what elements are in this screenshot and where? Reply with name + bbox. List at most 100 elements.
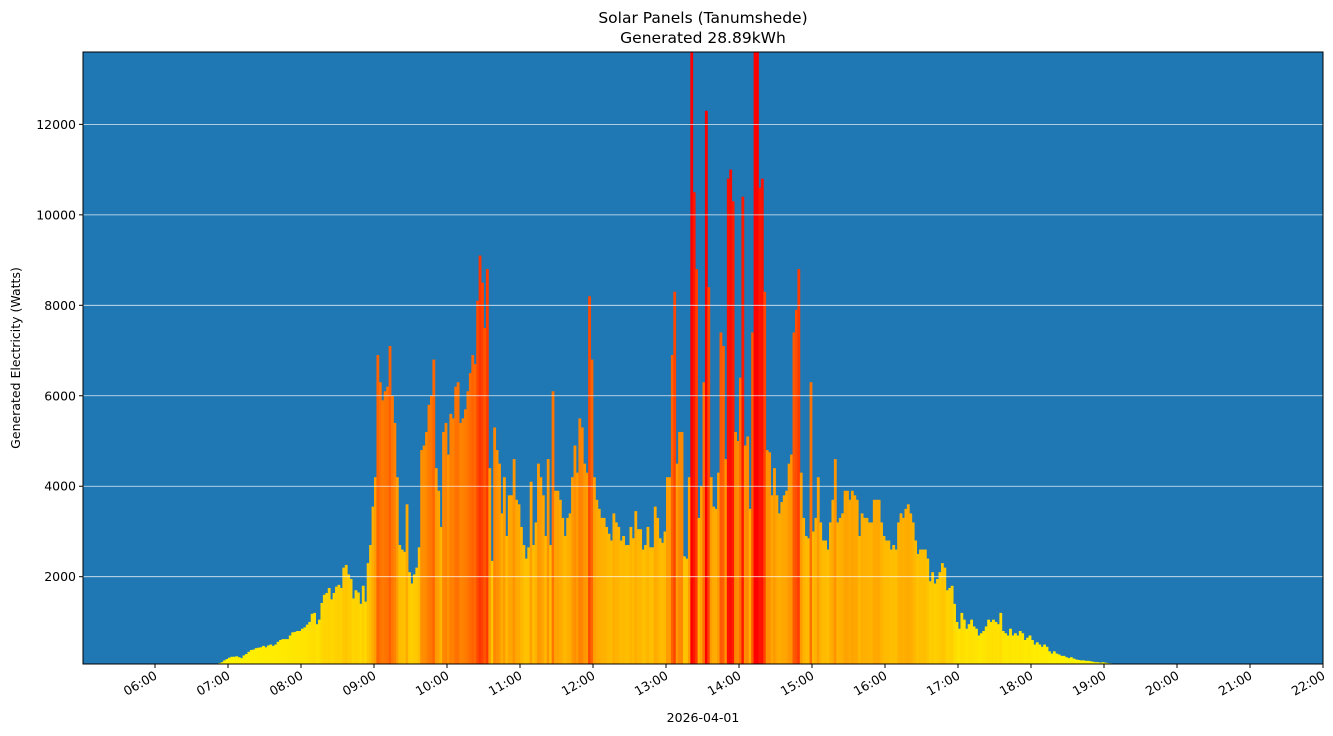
bar	[571, 477, 574, 664]
x-tick-label: 12:00	[559, 668, 598, 699]
bar	[724, 459, 728, 664]
bar	[507, 495, 511, 664]
bar	[848, 499, 852, 664]
x-tick-label: 06:00	[121, 668, 160, 699]
bar	[863, 517, 866, 664]
bar	[585, 472, 589, 664]
bar	[524, 558, 528, 664]
x-tick-label: 20:00	[1143, 668, 1182, 699]
bar	[726, 178, 730, 664]
bar	[707, 287, 711, 664]
bar	[984, 626, 988, 664]
bar	[325, 592, 329, 664]
bar	[717, 472, 720, 664]
bar	[1091, 661, 1095, 664]
bar	[242, 655, 246, 664]
bar	[498, 463, 501, 664]
bar	[529, 481, 533, 664]
bar	[327, 588, 331, 664]
x-tick-label: 13:00	[632, 668, 671, 699]
bar	[697, 517, 701, 664]
bar	[950, 585, 954, 664]
bar	[1079, 660, 1083, 664]
bar	[919, 549, 922, 664]
bar	[1045, 646, 1049, 664]
bar	[425, 431, 428, 664]
bar	[634, 511, 638, 664]
bar	[495, 450, 499, 664]
bar	[257, 647, 261, 664]
bar	[415, 567, 419, 664]
bar	[790, 454, 793, 664]
bar	[812, 531, 815, 664]
bar	[266, 645, 270, 664]
bar	[456, 382, 460, 664]
bar	[254, 648, 258, 664]
bar	[541, 495, 545, 664]
bar	[996, 624, 1000, 664]
bar	[773, 468, 776, 664]
bar	[865, 517, 869, 664]
bar	[962, 619, 966, 664]
x-tick-label: 09:00	[340, 668, 379, 699]
bar	[880, 522, 883, 664]
bar	[1006, 635, 1010, 664]
bar	[994, 621, 998, 664]
bar	[449, 413, 453, 664]
bar	[264, 647, 268, 664]
bar	[938, 572, 942, 664]
bar	[651, 547, 655, 664]
bar	[889, 549, 893, 664]
bar	[1038, 644, 1042, 664]
bar	[824, 540, 827, 664]
bar	[549, 545, 553, 664]
bar	[347, 574, 351, 664]
bar	[488, 468, 492, 664]
bar	[1094, 662, 1098, 664]
bar	[692, 192, 696, 664]
bar	[821, 540, 825, 664]
bar	[364, 601, 368, 664]
bar	[748, 508, 752, 664]
bar	[982, 630, 986, 664]
bar	[422, 445, 426, 664]
bar	[483, 327, 487, 664]
bar	[349, 578, 353, 664]
bar	[743, 445, 747, 664]
bar	[894, 549, 898, 664]
bar	[1057, 654, 1061, 664]
bar	[466, 391, 470, 664]
bar	[378, 382, 382, 664]
bar	[989, 621, 993, 664]
bar	[656, 517, 660, 664]
bar	[853, 495, 857, 664]
x-tick-label: 07:00	[194, 668, 233, 699]
x-tick-label: 22:00	[1289, 668, 1328, 699]
bar	[561, 517, 565, 664]
bar	[624, 545, 628, 664]
bar	[680, 431, 684, 664]
bar	[447, 454, 450, 664]
bar	[1040, 646, 1044, 664]
bar	[777, 513, 781, 664]
bar	[843, 490, 847, 664]
bar	[286, 639, 290, 664]
bar	[704, 110, 708, 665]
bar	[588, 296, 591, 664]
bar	[583, 463, 587, 664]
bar	[539, 477, 543, 664]
bar	[279, 640, 282, 664]
bar	[1021, 633, 1025, 664]
bar	[992, 619, 995, 664]
bar	[398, 545, 402, 664]
bar	[612, 513, 616, 664]
bar	[412, 574, 416, 664]
bar	[780, 502, 784, 664]
bar	[573, 445, 577, 664]
bar	[885, 540, 888, 664]
y-tick-label: 2000	[44, 569, 76, 584]
bar	[646, 526, 650, 664]
bar	[819, 522, 823, 664]
bar	[958, 628, 961, 664]
bar	[639, 529, 643, 664]
